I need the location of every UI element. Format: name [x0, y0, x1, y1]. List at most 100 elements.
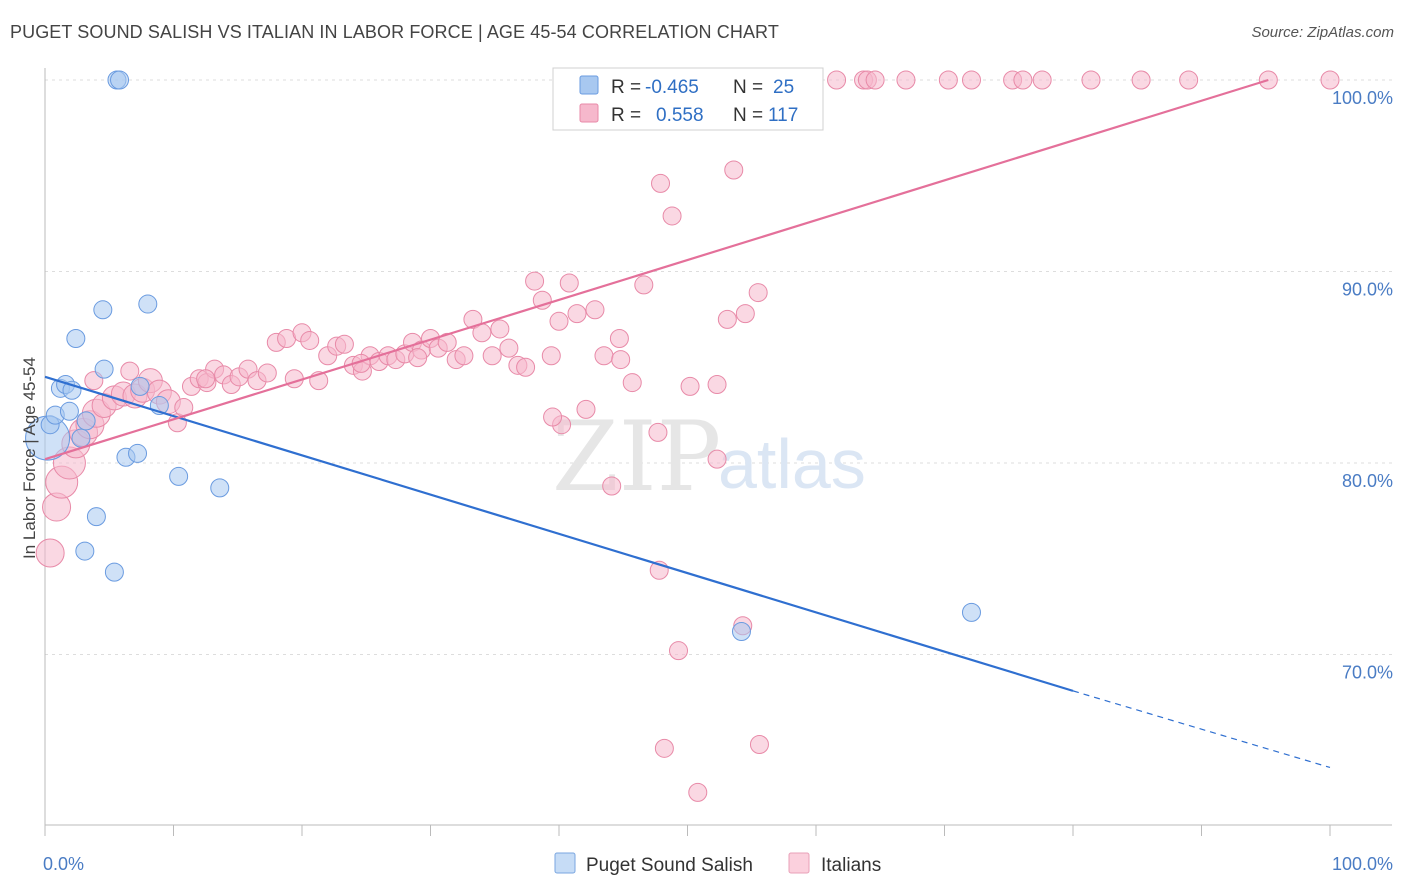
point-italians — [482, 346, 502, 366]
point-italians — [865, 70, 885, 90]
point-italians — [622, 373, 642, 393]
point-italians — [735, 304, 755, 324]
point-italians — [1131, 70, 1151, 90]
point-italians — [896, 70, 916, 90]
point-italians — [634, 275, 654, 295]
point-italians — [196, 369, 216, 389]
point-puget-sound-salish — [110, 70, 130, 90]
point-italians — [499, 338, 519, 358]
legend-label-italians: Italians — [821, 855, 881, 876]
legend-r-value-salish: -0.465 — [645, 77, 699, 98]
point-puget-sound-salish — [961, 602, 981, 622]
legend-n-value-salish: 25 — [773, 77, 794, 98]
y-tick-label-70: 70.0% — [1342, 663, 1393, 683]
x-tick-label-max: 100.0% — [1332, 854, 1393, 874]
point-puget-sound-salish — [75, 541, 95, 561]
point-italians — [408, 348, 428, 368]
point-italians — [541, 346, 561, 366]
watermark: ZIP atlas — [552, 401, 866, 513]
y-tick-labels: 70.0% 80.0% 90.0% 100.0% — [1332, 88, 1393, 683]
point-italians — [1032, 70, 1052, 90]
point-puget-sound-salish — [66, 329, 86, 349]
point-italians — [525, 271, 545, 291]
point-puget-sound-salish — [210, 478, 230, 498]
point-italians — [300, 330, 320, 350]
point-italians — [334, 334, 354, 354]
point-italians — [1081, 70, 1101, 90]
point-italians — [611, 350, 631, 370]
point-puget-sound-salish — [93, 300, 113, 320]
legend-swatch-puget-sound-salish — [554, 852, 576, 874]
point-puget-sound-salish — [86, 507, 106, 527]
trend-line-puget-sound-salish — [44, 375, 1074, 692]
watermark-zip: ZIP — [552, 401, 721, 513]
series-legend: Puget Sound Salish Italians — [554, 852, 881, 876]
point-italians — [1179, 70, 1199, 90]
chart-title: PUGET SOUND SALISH VS ITALIAN IN LABOR F… — [10, 22, 779, 42]
trend-line-italians — [44, 78, 1269, 461]
data-points — [25, 70, 1340, 802]
point-italians — [609, 329, 629, 349]
y-tick-label-80: 80.0% — [1342, 471, 1393, 491]
legend-swatch-italians — [579, 103, 599, 123]
point-italians — [454, 346, 474, 366]
legend-n-label: N = — [733, 77, 763, 98]
point-italians — [120, 361, 140, 381]
point-italians — [707, 449, 727, 469]
watermark-atlas: atlas — [718, 425, 866, 503]
grid-lines — [45, 79, 1392, 655]
legend-r-label: R = — [611, 77, 641, 98]
point-puget-sound-salish — [128, 443, 148, 463]
point-italians — [717, 309, 737, 329]
point-puget-sound-salish — [130, 376, 150, 396]
x-tick-label-min: 0.0% — [43, 854, 84, 874]
point-puget-sound-salish — [59, 401, 79, 421]
point-italians — [559, 273, 579, 293]
point-italians — [543, 407, 563, 427]
trend-line-extension-puget-sound-salish — [1072, 690, 1331, 769]
y-tick-label-100: 100.0% — [1332, 88, 1393, 108]
point-italians — [602, 476, 622, 496]
point-italians — [1320, 70, 1340, 90]
point-puget-sound-salish — [138, 294, 158, 314]
point-italians — [654, 738, 674, 758]
trend-lines — [44, 78, 1331, 769]
point-italians — [35, 538, 65, 568]
point-italians — [707, 374, 727, 394]
point-italians — [594, 346, 614, 366]
point-italians — [827, 70, 847, 90]
point-puget-sound-salish — [169, 466, 189, 486]
source-note: Source: ZipAtlas.com — [1251, 24, 1394, 41]
point-puget-sound-salish — [104, 562, 124, 582]
point-italians — [549, 311, 569, 331]
legend-swatch-salish — [579, 75, 599, 95]
point-italians — [490, 319, 510, 339]
point-italians — [648, 422, 668, 442]
y-axis-title: In Labor Force | Age 45-54 — [20, 357, 39, 559]
point-italians — [724, 160, 744, 180]
point-italians — [651, 173, 671, 193]
point-italians — [669, 641, 689, 661]
point-italians — [463, 309, 483, 329]
stats-legend: R = -0.465 N = 25 R = 0.558 N = 117 — [552, 67, 824, 131]
legend-label-puget-sound-salish: Puget Sound Salish — [586, 855, 753, 876]
point-italians — [516, 357, 536, 377]
point-italians — [567, 304, 587, 324]
point-italians — [585, 300, 605, 320]
point-italians — [284, 369, 304, 389]
x-tick-labels: 0.0% 100.0% — [43, 854, 1393, 874]
point-italians — [257, 363, 277, 383]
point-italians — [662, 206, 682, 226]
point-italians — [938, 70, 958, 90]
point-italians — [576, 399, 596, 419]
legend-r-value-italians: 0.558 — [656, 105, 704, 126]
point-italians — [1013, 70, 1033, 90]
point-italians — [961, 70, 981, 90]
point-puget-sound-salish — [76, 411, 96, 431]
y-tick-label-90: 90.0% — [1342, 280, 1393, 300]
point-italians — [680, 376, 700, 396]
legend-r-label: R = — [611, 105, 641, 126]
point-puget-sound-salish — [731, 622, 751, 642]
point-italians — [688, 782, 708, 802]
